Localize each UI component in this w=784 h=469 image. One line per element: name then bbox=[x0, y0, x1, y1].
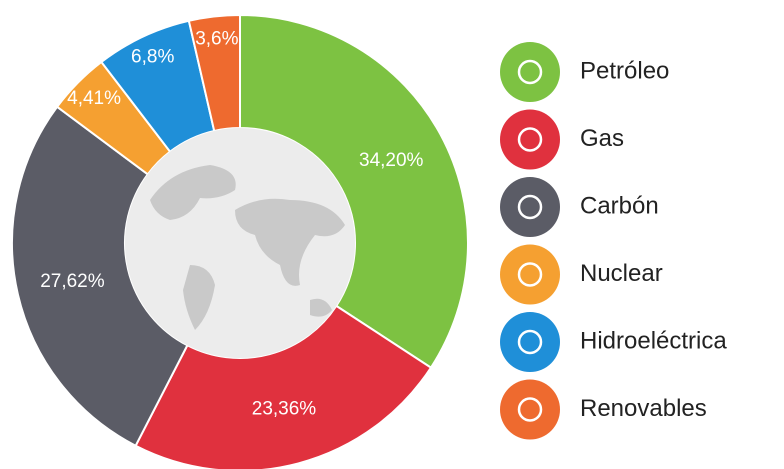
legend-label: Gas bbox=[580, 125, 624, 152]
legend-item: Hidroeléctrica bbox=[500, 312, 727, 372]
legend-icon-glyph bbox=[517, 59, 543, 85]
legend-label: Nuclear bbox=[580, 260, 663, 287]
legend-label: Petróleo bbox=[580, 57, 669, 84]
legend-icon bbox=[500, 109, 560, 170]
legend-icon bbox=[500, 312, 560, 372]
value-label: 34,20% bbox=[359, 150, 424, 171]
legend-icon-glyph bbox=[517, 397, 543, 422]
legend-icon-glyph bbox=[517, 329, 543, 355]
legend-item: Petróleo bbox=[500, 42, 669, 102]
legend-icon bbox=[500, 42, 560, 102]
legend-label: Hidroeléctrica bbox=[580, 327, 727, 354]
legend-label: Renovables bbox=[580, 395, 707, 422]
legend-item: Carbón bbox=[500, 177, 659, 237]
legend-icon bbox=[500, 379, 560, 440]
value-label: 3,6% bbox=[195, 28, 238, 49]
legend-item: Renovables bbox=[500, 379, 707, 440]
legend-icon-glyph bbox=[517, 262, 543, 287]
value-label: 23,36% bbox=[252, 398, 317, 419]
value-label: 27,62% bbox=[40, 271, 105, 292]
value-label: 6,8% bbox=[131, 47, 174, 68]
legend-item: Nuclear bbox=[500, 244, 663, 305]
value-label: 4,41% bbox=[67, 88, 121, 109]
legend-label: Carbón bbox=[580, 192, 659, 219]
legend-icon-glyph bbox=[517, 127, 543, 152]
legend-icon bbox=[500, 177, 560, 237]
legend-item: Gas bbox=[500, 109, 624, 170]
legend-icon-glyph bbox=[517, 194, 543, 220]
legend-icon bbox=[500, 244, 560, 305]
globe bbox=[125, 128, 355, 358]
